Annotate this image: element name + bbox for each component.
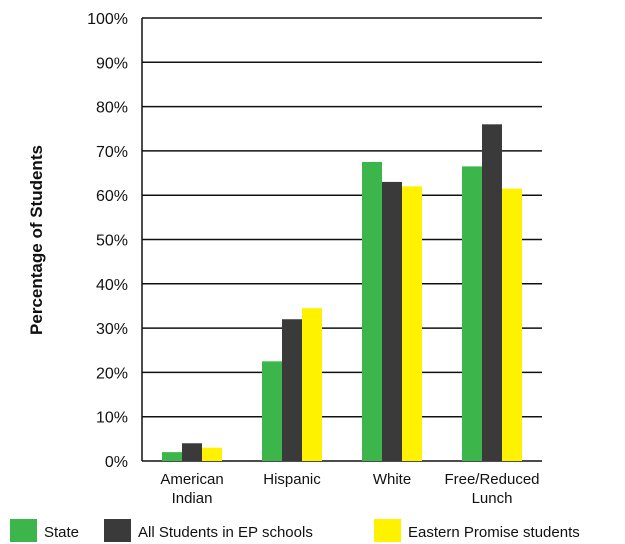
- bar-eastern-promise-students-2: [402, 186, 422, 461]
- legend: State All Students in EP schools Eastern P…: [10, 519, 580, 542]
- gridlines: [142, 17, 542, 462]
- y-tick-label: 0%: [105, 454, 128, 471]
- legend-label: State: [44, 524, 79, 541]
- x-category-label: Hispanic: [263, 471, 321, 488]
- y-tick-label: 20%: [96, 365, 128, 382]
- legend-swatch: [374, 519, 401, 542]
- x-category-label: Lunch: [472, 490, 513, 507]
- bar-eastern-promise-students-0: [202, 447, 222, 461]
- y-tick-label: 10%: [96, 410, 128, 427]
- y-axis-label: Percentage of Students: [27, 145, 46, 335]
- x-category-label: American: [160, 471, 223, 488]
- x-category-label: Indian: [172, 490, 213, 507]
- y-tick-label: 50%: [96, 233, 128, 250]
- bar-state-3: [462, 166, 482, 461]
- y-tick-label: 30%: [96, 321, 128, 338]
- legend-label: All Students in EP schools: [138, 524, 313, 541]
- bar-eastern-promise-students-1: [302, 308, 322, 461]
- x-category-label: White: [373, 471, 411, 488]
- y-tick-label: 90%: [96, 55, 128, 72]
- legend-label: Eastern Promise students: [408, 524, 580, 541]
- bar-all-students-in-ep-schools-3: [482, 124, 502, 461]
- y-tick-label: 100%: [87, 11, 128, 28]
- bar-eastern-promise-students-3: [502, 188, 522, 461]
- bar-state-1: [262, 361, 282, 461]
- x-category-labels: American Indian Hispanic White Free/Reduced L…: [160, 471, 539, 507]
- x-category-label: Free/Reduced: [444, 471, 539, 488]
- bar-all-students-in-ep-schools-0: [182, 443, 202, 461]
- legend-swatch: [104, 519, 131, 542]
- legend-swatch: [10, 519, 37, 542]
- bar-all-students-in-ep-schools-1: [282, 319, 302, 461]
- y-tick-label: 60%: [96, 188, 128, 205]
- y-tick-label: 80%: [96, 100, 128, 117]
- y-tick-labels: 0% 10% 20% 30% 40% 50% 60% 70% 80% 90% 100%: [87, 11, 128, 471]
- bars: [162, 124, 522, 461]
- bar-state-0: [162, 452, 182, 461]
- y-tick-label: 40%: [96, 277, 128, 294]
- y-tick-label: 70%: [96, 144, 128, 161]
- bar-all-students-in-ep-schools-2: [382, 181, 402, 461]
- bar-state-2: [362, 161, 382, 461]
